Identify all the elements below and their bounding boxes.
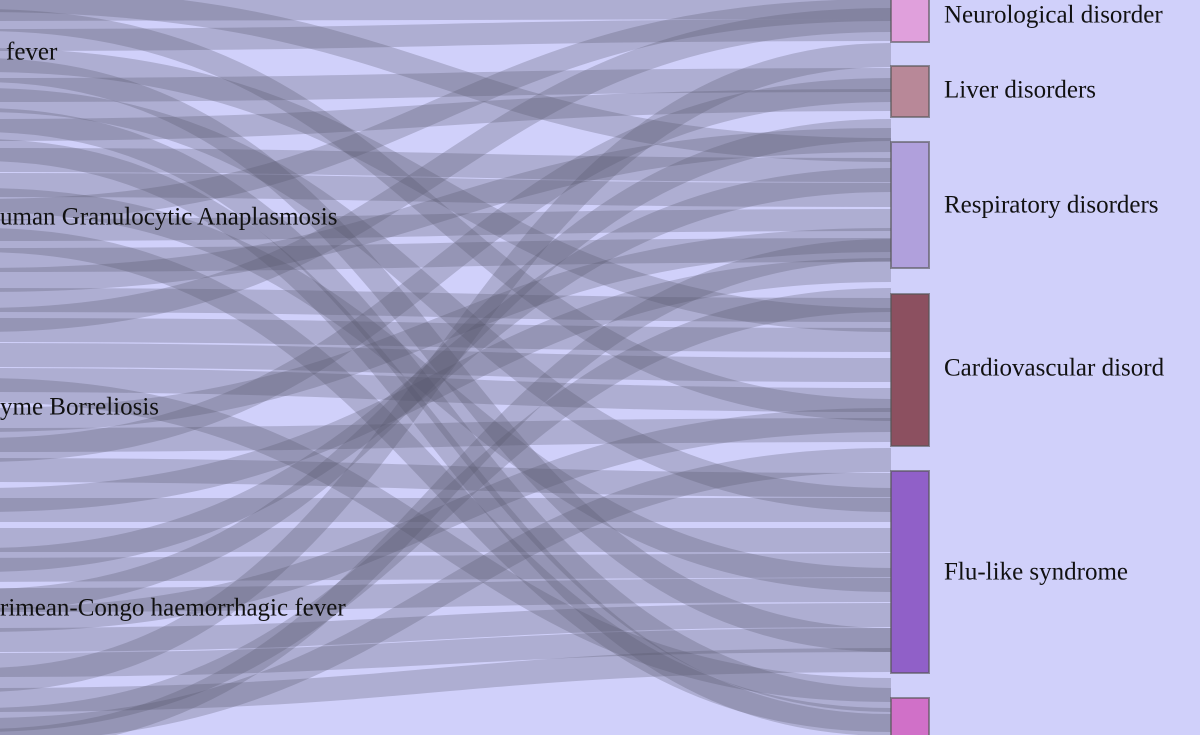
link — [0, 368, 892, 412]
target-label: Cardiovascular disord — [944, 355, 1165, 382]
link — [0, 458, 892, 497]
link — [0, 68, 892, 102]
link — [0, 239, 892, 735]
node — [890, 65, 930, 118]
link — [0, 89, 892, 141]
link — [0, 0, 892, 21]
link — [0, 553, 892, 582]
target-label: Flu-like syndrome — [944, 559, 1128, 586]
link — [0, 288, 892, 732]
link — [0, 448, 892, 735]
link — [0, 58, 892, 652]
link — [0, 228, 892, 432]
link — [0, 9, 892, 421]
link — [0, 648, 892, 712]
link — [0, 628, 892, 677]
source-label: uman Granulocytic Anaplasmosis — [0, 204, 337, 231]
link — [0, 8, 892, 332]
link — [0, 43, 892, 692]
target-label: Neurological disorder — [944, 2, 1163, 29]
link — [0, 0, 892, 221]
link — [0, 318, 892, 352]
link — [0, 168, 892, 572]
link — [0, 0, 892, 162]
link — [0, 258, 892, 512]
link — [0, 603, 892, 652]
link — [0, 578, 892, 612]
node — [890, 0, 930, 43]
link — [0, 238, 892, 272]
node — [890, 141, 930, 269]
link — [0, 188, 892, 592]
link — [0, 119, 892, 611]
link — [0, 408, 892, 632]
node — [890, 293, 930, 447]
link — [0, 228, 892, 732]
link — [0, 19, 892, 51]
link — [0, 343, 892, 382]
link — [0, 173, 892, 207]
target-label: Liver disorders — [944, 77, 1096, 104]
source-label: fever — [6, 39, 58, 66]
node — [890, 697, 930, 735]
link — [0, 418, 892, 452]
link — [0, 209, 892, 241]
link — [0, 378, 892, 702]
link — [0, 78, 892, 462]
link — [0, 108, 892, 712]
link — [0, 48, 892, 332]
link — [0, 148, 892, 182]
link — [0, 88, 892, 512]
link — [0, 128, 892, 292]
source-label: rimean-Congo haemorrhagic fever — [0, 595, 346, 622]
node — [890, 470, 930, 674]
link — [0, 139, 892, 735]
links — [0, 0, 892, 735]
source-label: yme Borreliosis — [0, 394, 159, 421]
link — [0, 288, 892, 322]
target-label: Respiratory disorders — [944, 192, 1159, 219]
